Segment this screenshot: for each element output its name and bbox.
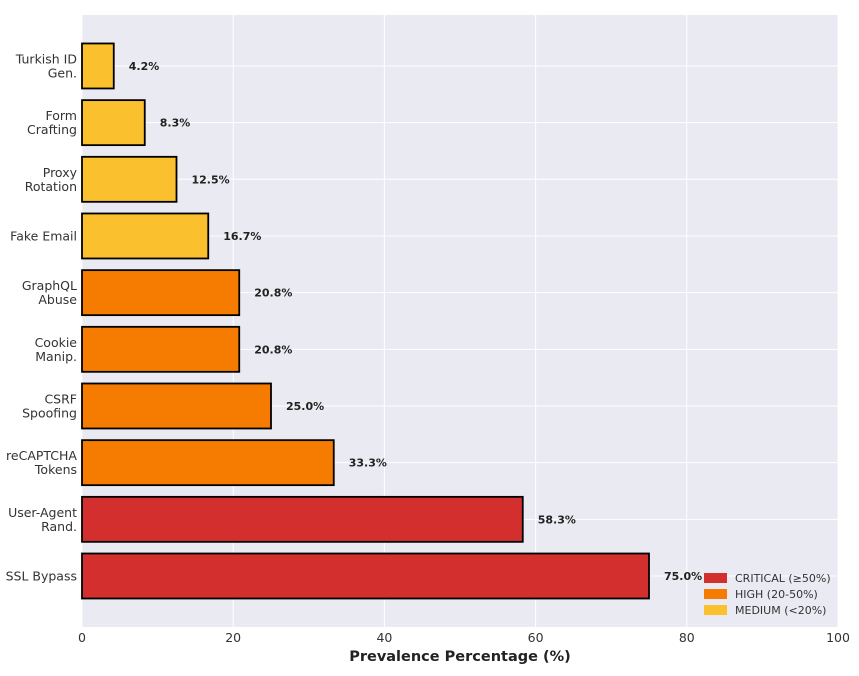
- bar: [81, 155, 178, 203]
- y-tick-label: Turkish ID Gen.: [15, 51, 77, 80]
- legend-swatch: [704, 605, 727, 615]
- y-tick-label-line: Rand.: [41, 519, 77, 534]
- y-tick-label-line: Manip.: [35, 349, 77, 364]
- y-tick-label: reCAPTCHA Tokens: [6, 448, 77, 477]
- y-tick-label: GraphQL Abuse: [22, 278, 77, 307]
- y-tick-label-line: Abuse: [38, 292, 77, 307]
- legend: CRITICAL (≥50%) HIGH (20-50%) MEDIUM (<20%…: [704, 572, 831, 617]
- x-tick-label: 20: [225, 630, 241, 645]
- y-tick-label-line: Spoofing: [22, 405, 77, 420]
- data-label: 20.8%: [254, 287, 292, 300]
- bar: [81, 212, 210, 260]
- y-tick-label-line: Fake Email: [10, 228, 77, 243]
- data-label: 20.8%: [254, 343, 292, 356]
- x-tick-label: 0: [78, 630, 86, 645]
- y-tick-label-line: Turkish ID: [15, 51, 77, 66]
- y-tick-label-line: Tokens: [34, 462, 77, 477]
- bar: [81, 99, 146, 147]
- data-label: 58.3%: [538, 513, 576, 526]
- y-tick-label-line: Proxy: [43, 165, 78, 180]
- y-tick-label-line: GraphQL: [22, 278, 77, 293]
- x-tick-label: 40: [376, 630, 392, 645]
- legend-label: MEDIUM (<20%): [735, 604, 826, 617]
- y-tick-label: SSL Bypass: [6, 569, 77, 584]
- y-tick-label-line: Gen.: [48, 65, 77, 80]
- y-tick-label-line: SSL Bypass: [6, 569, 77, 584]
- x-tick-label: 60: [528, 630, 544, 645]
- y-tick-label-line: Rotation: [25, 179, 77, 194]
- legend-swatch: [704, 589, 727, 599]
- bar: [81, 495, 524, 543]
- bar: [81, 269, 241, 317]
- legend-label: HIGH (20-50%): [735, 588, 818, 601]
- y-tick-label-line: Crafting: [27, 122, 77, 137]
- x-tick-labels: 0 20 40 60 80 100: [78, 630, 850, 645]
- bar: [81, 42, 115, 90]
- y-tick-label: Form Crafting: [27, 108, 77, 137]
- y-tick-label-line: Form: [46, 108, 78, 123]
- data-labels: 75.0% 58.3% 33.3% 25.0% 20.8% 20.8% 16.7% 12.5%…: [129, 60, 702, 583]
- legend-swatch: [704, 573, 727, 583]
- bar: [81, 325, 241, 373]
- y-tick-label-line: CSRF: [44, 391, 77, 406]
- data-label: 8.3%: [160, 117, 191, 130]
- y-tick-labels: SSL Bypass User-Agent Rand. reCAPTCHA Tokens…: [6, 51, 78, 583]
- x-tick-label: 100: [826, 630, 850, 645]
- data-label: 12.5%: [192, 173, 230, 186]
- data-label: 33.3%: [349, 457, 387, 470]
- y-tick-label: CSRF Spoofing: [22, 391, 77, 420]
- x-tick-label: 80: [679, 630, 695, 645]
- y-tick-label: Proxy Rotation: [25, 165, 78, 194]
- x-axis-label: Prevalence Percentage (%): [349, 649, 571, 665]
- bars: [81, 42, 650, 600]
- y-tick-label-line: User-Agent: [8, 505, 77, 520]
- legend-label: CRITICAL (≥50%): [735, 572, 831, 585]
- y-tick-label-line: reCAPTCHA: [6, 448, 77, 463]
- data-label: 75.0%: [664, 570, 702, 583]
- y-tick-label: User-Agent Rand.: [8, 505, 77, 534]
- data-label: 16.7%: [223, 230, 261, 243]
- y-tick-label: Fake Email: [10, 228, 77, 243]
- data-label: 4.2%: [129, 60, 160, 73]
- y-tick-label: Cookie Manip.: [35, 335, 78, 364]
- y-tick-label-line: Cookie: [35, 335, 78, 350]
- bar: [81, 552, 650, 600]
- bar: [81, 382, 272, 430]
- data-label: 25.0%: [286, 400, 324, 413]
- bar: [81, 439, 335, 487]
